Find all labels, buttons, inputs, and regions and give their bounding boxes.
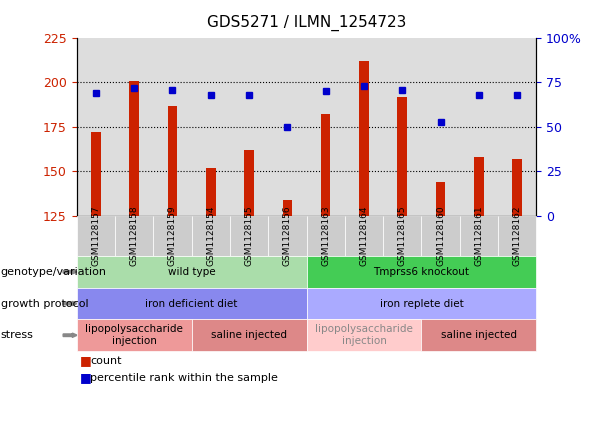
Bar (206, 168, 216, 216)
Bar (436, 182, 446, 216)
Text: lipopolysaccharide
injection: lipopolysaccharide injection (315, 324, 413, 346)
Text: GSM1128165: GSM1128165 (398, 206, 407, 266)
Text: GSM1128160: GSM1128160 (436, 206, 445, 266)
Text: GSM1128162: GSM1128162 (512, 206, 522, 266)
Text: lipopolysaccharide
injection: lipopolysaccharide injection (85, 324, 183, 346)
Text: saline injected: saline injected (211, 330, 287, 340)
Text: stress: stress (1, 330, 34, 340)
Bar (167, 106, 177, 216)
Text: percentile rank within the sample: percentile rank within the sample (90, 373, 278, 382)
Text: GSM1128164: GSM1128164 (359, 206, 368, 266)
Text: saline injected: saline injected (441, 330, 517, 340)
Text: Tmprss6 knockout: Tmprss6 knockout (373, 267, 470, 277)
Text: ■: ■ (80, 371, 91, 384)
Bar (397, 97, 407, 216)
Bar (512, 159, 522, 216)
Text: genotype/variation: genotype/variation (1, 267, 107, 277)
Text: iron deficient diet: iron deficient diet (145, 299, 238, 308)
Text: wild type: wild type (168, 267, 215, 277)
Bar (244, 150, 254, 216)
Text: GSM1128161: GSM1128161 (474, 206, 484, 266)
Text: GSM1128155: GSM1128155 (245, 206, 254, 266)
Bar (321, 115, 330, 216)
Bar (91, 132, 101, 216)
Text: GDS5271 / ILMN_1254723: GDS5271 / ILMN_1254723 (207, 15, 406, 31)
Text: GSM1128159: GSM1128159 (168, 206, 177, 266)
Text: count: count (90, 356, 121, 365)
Text: GSM1128163: GSM1128163 (321, 206, 330, 266)
Text: GSM1128158: GSM1128158 (129, 206, 139, 266)
Bar (474, 157, 484, 216)
Bar (359, 61, 369, 216)
Text: growth protocol: growth protocol (1, 299, 88, 308)
Bar (129, 81, 139, 216)
Text: GSM1128157: GSM1128157 (91, 206, 101, 266)
Text: ■: ■ (80, 354, 91, 367)
Text: iron replete diet: iron replete diet (379, 299, 463, 308)
Text: GSM1128154: GSM1128154 (206, 206, 215, 266)
Bar (283, 200, 292, 216)
Text: GSM1128156: GSM1128156 (283, 206, 292, 266)
